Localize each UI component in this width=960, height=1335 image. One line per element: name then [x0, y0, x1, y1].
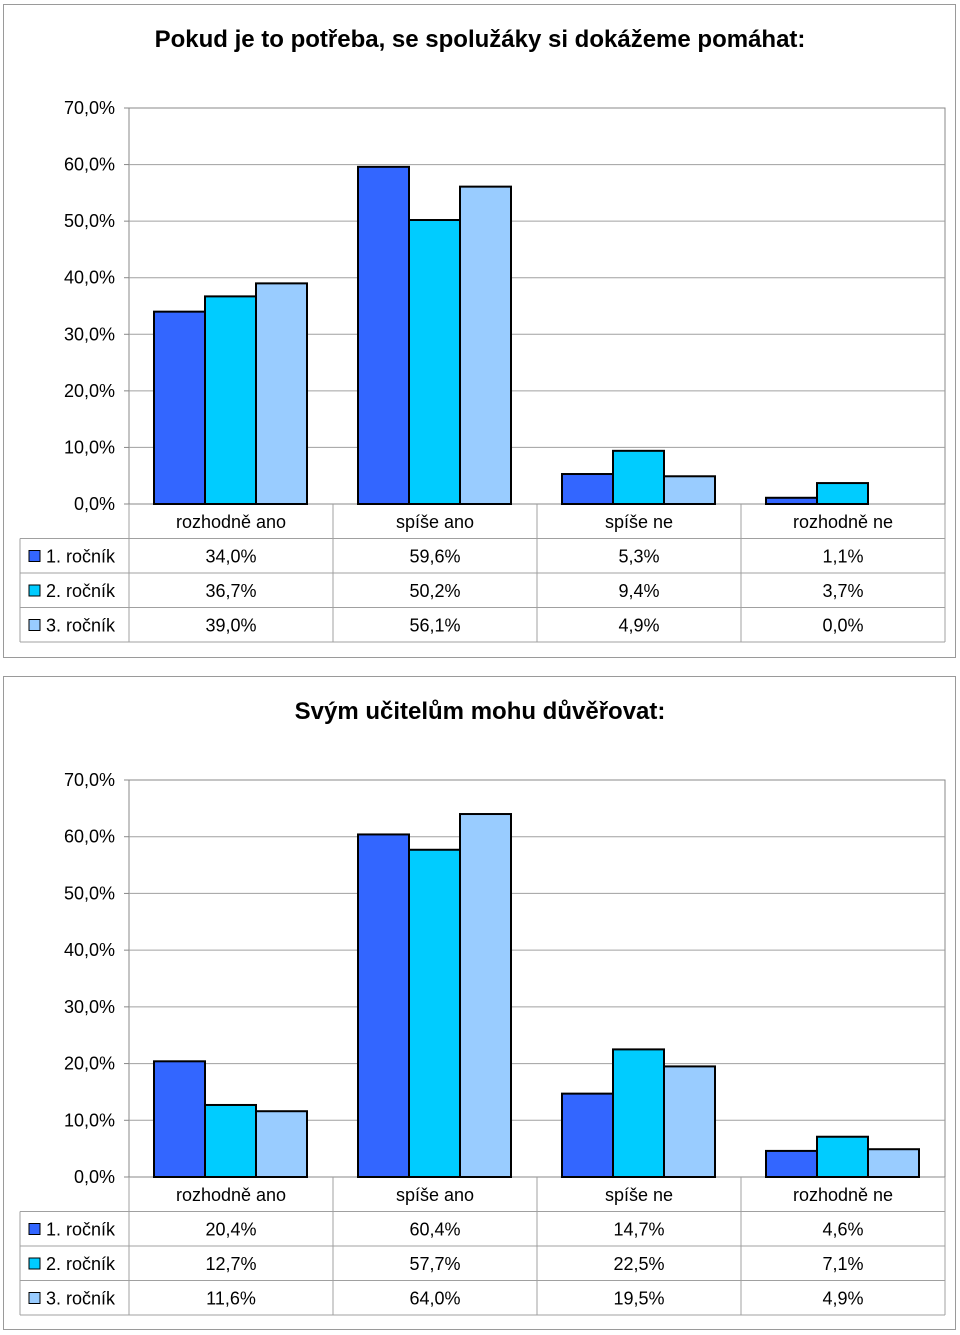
legend-key-3	[28, 1292, 41, 1304]
data-label: 4,9%	[822, 1289, 863, 1309]
legend-label: 1. ročník	[46, 1220, 116, 1240]
x-category-label: rozhodně ne	[793, 512, 893, 532]
legend-label: 3. ročník	[46, 1289, 116, 1309]
legend-label: 2. ročník	[46, 1254, 116, 1274]
bar-1-1	[153, 1060, 206, 1178]
bar-3-2	[459, 813, 512, 1178]
y-tick-label: 40,0%	[64, 940, 115, 960]
data-label: 7,1%	[822, 1254, 863, 1274]
legend-label: 3. ročník	[46, 616, 116, 636]
data-label: 22,5%	[613, 1254, 664, 1274]
y-tick-label: 50,0%	[64, 883, 115, 903]
data-label: 20,4%	[205, 1220, 256, 1240]
bar-1-3	[561, 473, 614, 506]
data-label: 36,7%	[205, 581, 256, 601]
y-tick-label: 50,0%	[64, 211, 115, 231]
data-label: 4,6%	[822, 1220, 863, 1240]
y-tick-label: 20,0%	[64, 1054, 115, 1074]
bar-1-4	[765, 1149, 818, 1179]
y-tick-label: 60,0%	[64, 155, 115, 175]
data-label: 19,5%	[613, 1289, 664, 1309]
bar-3-2	[459, 185, 512, 506]
data-label: 59,6%	[409, 547, 460, 567]
bar-2-4	[816, 482, 869, 506]
y-tick-label: 30,0%	[64, 997, 115, 1017]
bar-3-3	[663, 1065, 716, 1178]
x-category-label: spíše ano	[396, 1185, 474, 1205]
y-tick-label: 70,0%	[64, 770, 115, 790]
y-tick-label: 60,0%	[64, 827, 115, 847]
y-tick-label: 0,0%	[74, 1167, 115, 1187]
data-label: 5,3%	[618, 547, 659, 567]
bar-2-2	[408, 848, 461, 1178]
data-label: 39,0%	[205, 616, 256, 636]
legend-key-1	[28, 550, 41, 562]
data-label: 4,9%	[618, 616, 659, 636]
data-label: 34,0%	[205, 547, 256, 567]
chart-title: Pokud je to potřeba, se spolužáky si dok…	[155, 26, 806, 53]
data-label: 14,7%	[613, 1220, 664, 1240]
data-label: 3,7%	[822, 581, 863, 601]
x-category-label: spíše ne	[605, 512, 673, 532]
y-tick-label: 70,0%	[64, 98, 115, 118]
bar-3-4	[867, 1148, 920, 1178]
data-label: 60,4%	[409, 1220, 460, 1240]
legend-key-2	[28, 1257, 41, 1270]
bar-1-4	[765, 496, 818, 505]
bar-2-1	[204, 295, 257, 505]
bar-2-2	[408, 219, 461, 506]
y-tick-label: 10,0%	[64, 1110, 115, 1130]
x-category-label: rozhodně ne	[793, 1185, 893, 1205]
bar-2-4	[816, 1135, 869, 1178]
y-tick-label: 30,0%	[64, 324, 115, 344]
bar-3-1	[255, 1110, 308, 1178]
data-label: 0,0%	[822, 616, 863, 636]
bar-1-3	[561, 1092, 614, 1179]
bar-3-3	[663, 475, 716, 505]
bar-chart-2: Svým učitelům mohu důvěřovat: 0,0% 10,0% 20…	[19, 698, 946, 1316]
bar-chart-1: Pokud je to potřeba, se spolužáky si dok…	[19, 26, 946, 643]
y-tick-label: 20,0%	[64, 381, 115, 401]
legend-key-3	[28, 619, 41, 631]
legend-label: 2. ročník	[46, 581, 116, 601]
bar-1-2	[357, 165, 410, 505]
chart-title: Svým učitelům mohu důvěřovat:	[295, 698, 666, 725]
x-category-label: spíše ne	[605, 1185, 673, 1205]
chart-panel-2: Svým učitelům mohu důvěřovat: 0,0% 10,0% 20…	[3, 676, 956, 1330]
bar-2-3	[612, 1048, 665, 1178]
x-category-label: rozhodně ano	[176, 1185, 286, 1205]
bar-1-1	[153, 310, 206, 505]
data-label: 1,1%	[822, 547, 863, 567]
legend-key-1	[28, 1223, 41, 1235]
y-tick-label: 10,0%	[64, 437, 115, 457]
x-category-label: spíše ano	[396, 512, 474, 532]
bar-3-1	[255, 282, 308, 505]
data-label: 56,1%	[409, 616, 460, 636]
bar-1-2	[357, 833, 410, 1178]
legend-label: 1. ročník	[46, 547, 116, 567]
data-label: 9,4%	[618, 581, 659, 601]
data-label: 50,2%	[409, 581, 460, 601]
data-label: 12,7%	[205, 1254, 256, 1274]
data-label: 11,6%	[206, 1289, 256, 1309]
chart-panel-1: Pokud je to potřeba, se spolužáky si dok…	[3, 4, 956, 658]
data-label: 64,0%	[409, 1289, 460, 1309]
bar-2-1	[204, 1103, 257, 1179]
data-label: 57,7%	[409, 1254, 460, 1274]
bar-2-3	[612, 449, 665, 505]
y-tick-label: 40,0%	[64, 268, 115, 288]
x-category-label: rozhodně ano	[176, 512, 286, 532]
y-tick-label: 0,0%	[74, 494, 115, 514]
legend-key-2	[28, 584, 41, 597]
